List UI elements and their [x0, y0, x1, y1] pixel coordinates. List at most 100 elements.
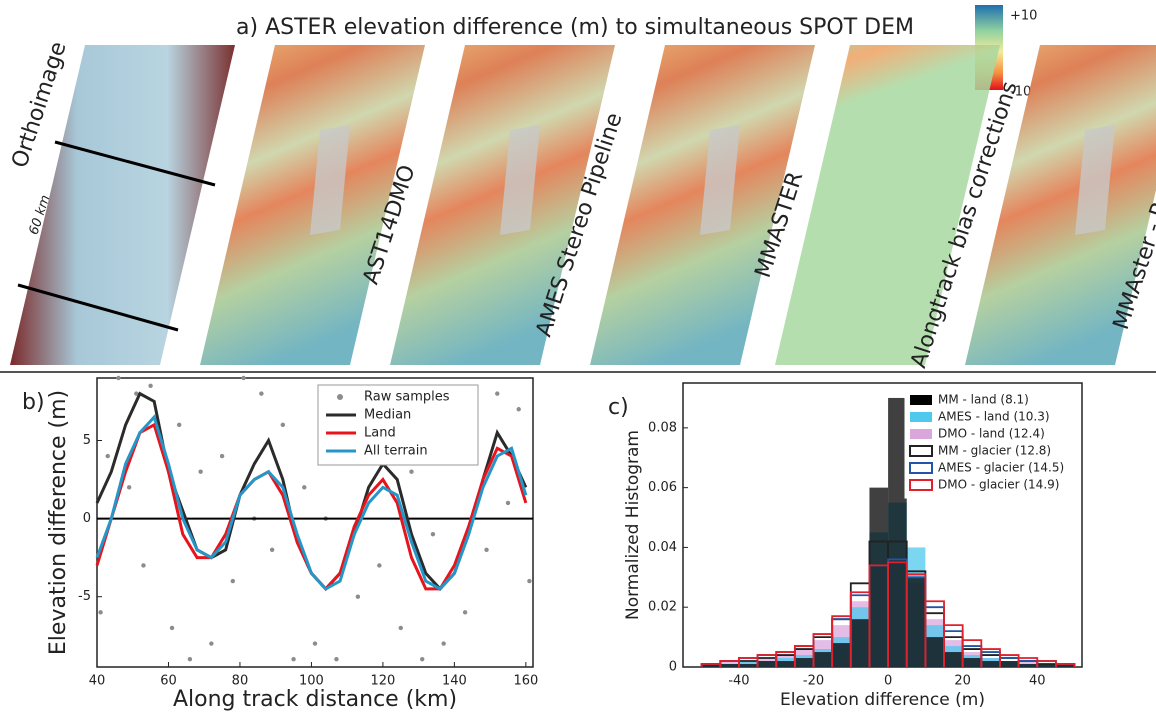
scale-line [54, 140, 216, 187]
legend-label: AMES - land (10.3) [938, 410, 1050, 424]
y-tick-label: 0.08 [648, 420, 677, 435]
strip-image [390, 45, 615, 365]
legend-label: DMO - glacier (14.9) [938, 478, 1059, 492]
x-axis-label: Along track distance (km) [173, 687, 457, 712]
glacier-mask [500, 125, 540, 235]
y-tick-label: 0 [669, 660, 677, 675]
hist-bar [813, 652, 833, 667]
x-tick-label: 160 [513, 674, 538, 689]
y-axis-label: Elevation difference (m) [46, 390, 71, 655]
legend-swatch [337, 394, 343, 400]
hist-bar [850, 619, 870, 667]
y-tick-label: 0 [83, 511, 91, 526]
raw-sample [430, 532, 436, 537]
hist-bar [925, 637, 945, 667]
raw-sample [176, 422, 182, 428]
legend-swatch [909, 479, 933, 491]
x-tick-label: 20 [954, 674, 971, 689]
raw-sample [187, 656, 193, 662]
colorbar-min: -10 [1010, 85, 1031, 100]
panel-label: b) [22, 390, 45, 415]
strip-image [965, 45, 1156, 365]
x-tick-label: 140 [442, 674, 467, 689]
raw-sample [169, 625, 175, 631]
legend-swatch [909, 445, 933, 457]
legend-box [904, 389, 1081, 499]
hist-bar [720, 664, 739, 667]
x-axis-label: Elevation difference (m) [780, 690, 985, 710]
panel-a-title: a) ASTER elevation difference (m) to sim… [236, 15, 914, 40]
raw-sample [441, 641, 446, 646]
glacier-mask [310, 125, 350, 235]
x-tick-label: -40 [728, 674, 749, 689]
raw-sample [420, 656, 425, 662]
legend-swatch [909, 462, 933, 474]
hist-bar [888, 397, 907, 667]
hist-bar [869, 487, 889, 667]
raw-sample [105, 453, 110, 459]
y-tick-label: -5 [78, 589, 91, 604]
strip-image [775, 45, 1000, 365]
hist-step [1055, 663, 1076, 667]
colorbar-max: +10 [1010, 9, 1037, 24]
raw-sample [241, 375, 246, 381]
legend-label: All terrain [364, 444, 428, 459]
x-tick-label: 120 [370, 674, 395, 689]
legend-label: Raw samples [364, 390, 450, 405]
plot-frame [96, 377, 534, 668]
raw-sample [302, 485, 307, 490]
hist-bar [981, 661, 1000, 667]
strip-image [200, 45, 425, 365]
glacier-mask [1075, 125, 1115, 235]
series-line [95, 414, 528, 591]
raw-sample [98, 610, 103, 615]
x-tick-label: 40 [89, 674, 106, 689]
hist-bar [1055, 664, 1075, 667]
y-tick-label: 0.06 [648, 480, 677, 495]
raw-sample [269, 547, 275, 553]
y-tick-label: 0.02 [648, 600, 677, 615]
legend-label: AMES - glacier (14.5) [938, 461, 1064, 475]
legend-label: MM - glacier (12.8) [938, 444, 1051, 458]
hist-bar [738, 664, 758, 667]
raw-sample [134, 391, 139, 396]
y-axis-label: Normalized Histogram [623, 430, 643, 620]
strip-image [10, 45, 235, 365]
hist-bar [944, 652, 963, 667]
hist-bar [962, 658, 982, 667]
raw-sample [334, 656, 339, 662]
x-tick-label: 60 [160, 674, 177, 689]
raw-sample [505, 500, 511, 506]
raw-sample [484, 547, 489, 553]
hist-bar [906, 577, 926, 667]
raw-sample [312, 641, 318, 646]
raw-sample [230, 578, 236, 584]
hist-bar [999, 661, 1019, 667]
legend-swatch [910, 412, 932, 422]
raw-sample [116, 375, 121, 381]
raw-sample [398, 625, 403, 631]
raw-sample [141, 563, 146, 568]
x-tick-label: 0 [884, 674, 892, 689]
scale-line [17, 283, 179, 332]
legend-swatch [910, 395, 932, 405]
strip-image [590, 45, 815, 365]
raw-sample [219, 453, 225, 459]
hist-bar [776, 661, 795, 667]
legend-label: DMO - land (12.4) [938, 427, 1045, 441]
raw-sample [209, 641, 214, 646]
raw-sample [148, 383, 153, 389]
raw-sample [527, 578, 532, 584]
hist-bar [757, 661, 777, 667]
raw-sample [495, 391, 500, 396]
raw-sample [198, 469, 203, 474]
raw-sample [355, 594, 361, 599]
glacier-mask [700, 125, 740, 235]
hist-bar [1018, 664, 1038, 667]
raw-sample [291, 656, 296, 662]
hist-bar [832, 643, 851, 667]
raw-sample [409, 469, 414, 474]
x-tick-label: -20 [803, 674, 824, 689]
